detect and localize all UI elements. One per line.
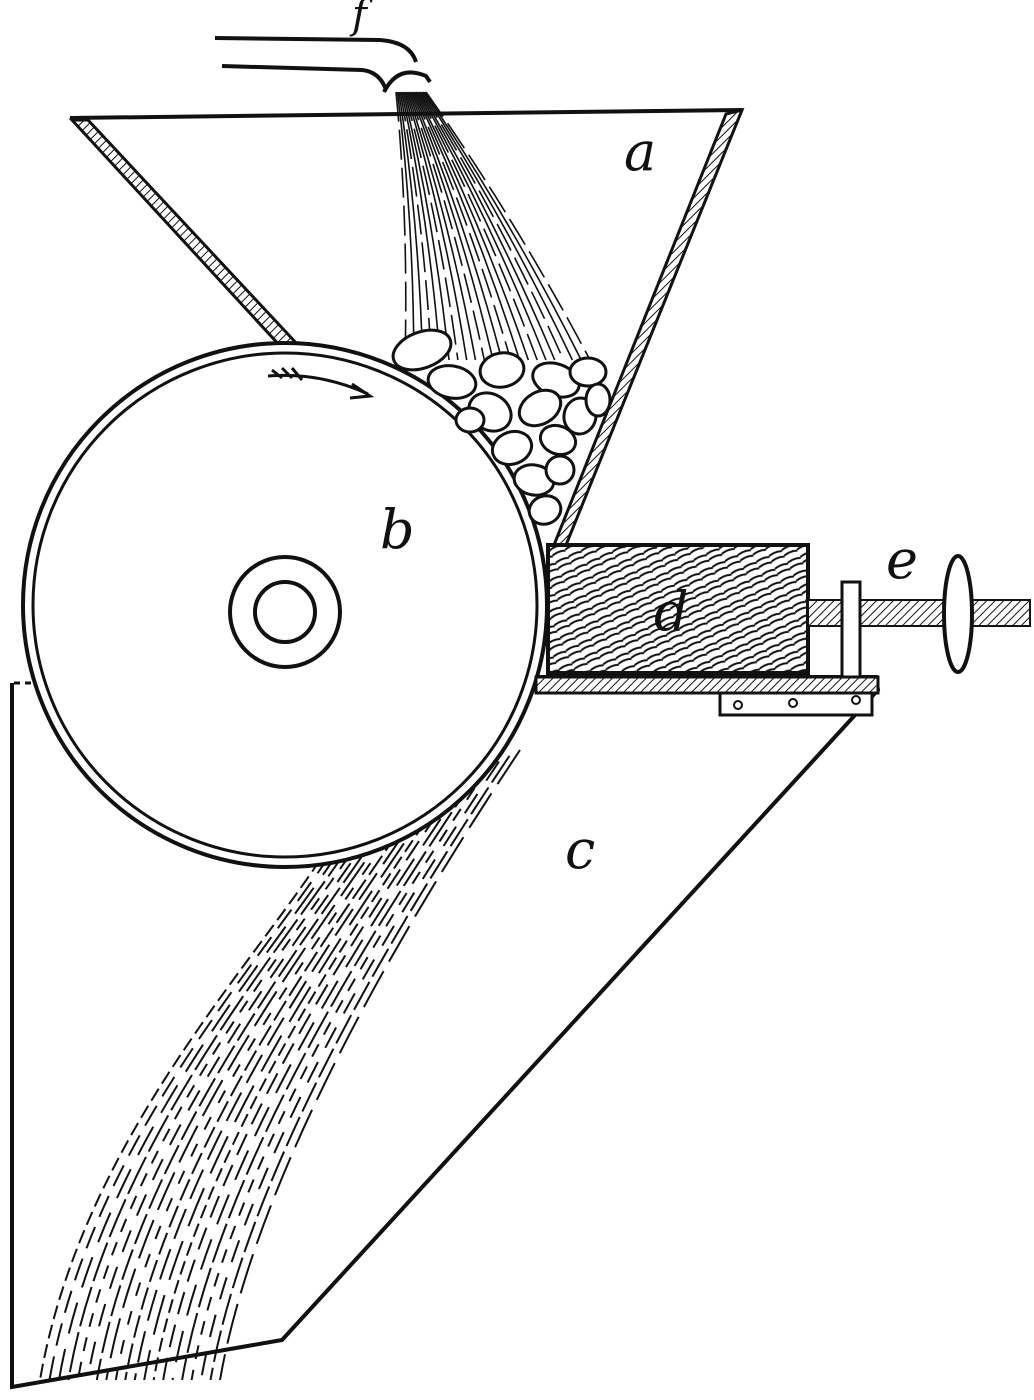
flow-streak: [76, 836, 363, 1381]
handwheel[interactable]: [942, 554, 974, 674]
jet-streak: [413, 91, 521, 361]
jet-streak: [408, 91, 486, 361]
potato: [538, 423, 578, 457]
label-screw: e: [886, 528, 918, 591]
flow-streak: [190, 766, 490, 1381]
flow-streak: [86, 830, 374, 1381]
flow-streak: [181, 772, 479, 1381]
potato: [544, 454, 576, 486]
label-block: d: [654, 580, 689, 643]
grating-drum: [21, 341, 549, 869]
jet-streak: [425, 91, 591, 361]
flow-streak: [162, 784, 458, 1381]
flow-streak: [57, 847, 342, 1381]
potato: [490, 429, 534, 467]
jet-streak: [400, 91, 442, 361]
jet-streak: [399, 91, 433, 361]
potato: [478, 351, 526, 389]
rivet: [851, 695, 861, 705]
flow-streak: [133, 801, 427, 1381]
jet-streak: [396, 91, 415, 361]
jet-streak: [406, 91, 477, 361]
flow-streak: [152, 789, 448, 1381]
potato: [426, 364, 478, 400]
rotation-arrow: [267, 366, 375, 400]
drum-hub-inner: [253, 580, 317, 644]
water-jet: [395, 91, 591, 361]
rivet: [788, 698, 798, 708]
outflow-streaks: [39, 749, 521, 1381]
supply-pipe: [214, 36, 432, 93]
jet-streak: [405, 91, 468, 361]
flow-streak: [171, 778, 469, 1381]
label-pipe: f: [349, 0, 373, 38]
flow-streak: [200, 761, 500, 1381]
jet-streak: [423, 91, 582, 361]
jet-streak: [409, 91, 494, 361]
jet-streak: [410, 91, 503, 361]
flow-streak: [209, 755, 511, 1381]
jet-streak: [418, 91, 547, 361]
label-drum: b: [380, 498, 415, 561]
label-hopper: a: [624, 120, 656, 183]
rivet: [733, 700, 743, 710]
flow-streak: [143, 795, 437, 1381]
flow-streak: [67, 842, 353, 1381]
flow-streak: [39, 859, 321, 1381]
jet-streak: [421, 91, 565, 361]
potatoes: [391, 328, 612, 526]
potato: [568, 356, 608, 388]
jet-streak: [422, 91, 574, 361]
jet-streak: [419, 91, 556, 361]
label-trough: c: [565, 818, 595, 881]
potato: [454, 406, 486, 434]
flow-streak: [124, 807, 416, 1381]
flow-streak: [105, 818, 395, 1381]
pressing-block: [546, 543, 810, 675]
screw-post: [840, 580, 862, 679]
bed-plate: [534, 675, 880, 717]
jet-streak: [415, 91, 530, 361]
jet-streak: [416, 91, 538, 361]
jet-streak: [395, 91, 407, 361]
flow-streak: [114, 813, 406, 1381]
potato: [527, 494, 563, 526]
flow-streak: [219, 749, 521, 1381]
jet-streak: [403, 91, 459, 361]
potato: [584, 382, 612, 418]
jet-streak: [412, 91, 512, 361]
jet-streak: [398, 91, 424, 361]
jet-streak: [402, 91, 450, 361]
potato: [391, 328, 453, 372]
adjusting-screw[interactable]: [807, 554, 1031, 679]
potato: [517, 388, 563, 428]
flow-streak: [95, 824, 384, 1381]
